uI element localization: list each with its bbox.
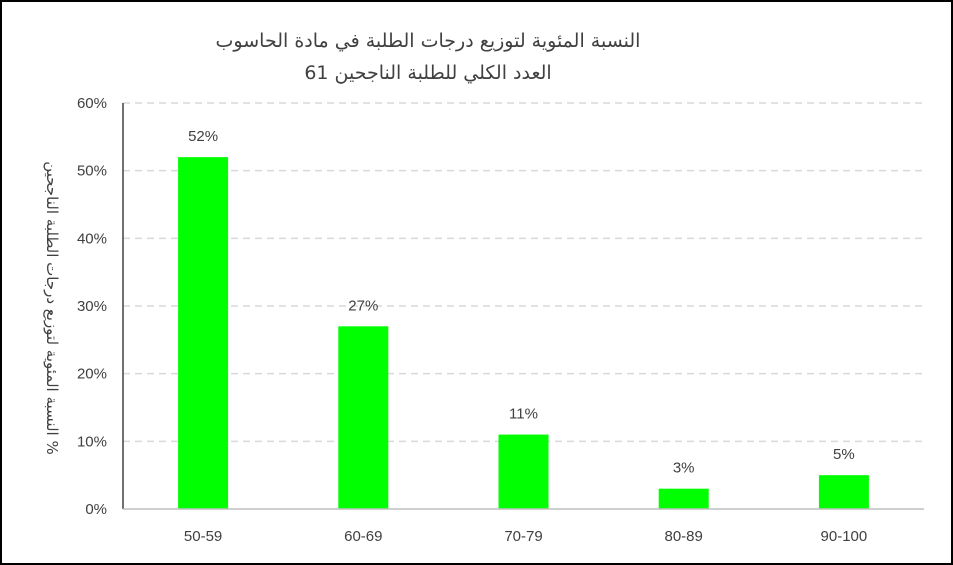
bar [338, 326, 389, 509]
data-label: 52% [188, 128, 218, 145]
x-tick-labels: 50-59 60-69 70-79 80-89 90-100 [184, 528, 867, 545]
bar [818, 475, 869, 509]
y-tick-label: 0% [85, 501, 107, 518]
y-tick-labels: 0% 10% 20% 30% 40% 50% 60% [77, 95, 107, 518]
data-label: 11% [509, 406, 538, 423]
x-tick-label: 60-69 [344, 528, 382, 545]
bar [498, 434, 549, 509]
data-label: 3% [673, 460, 695, 477]
y-tick-label: 50% [77, 163, 107, 180]
bars [178, 157, 869, 509]
x-tick-label: 80-89 [665, 528, 703, 545]
bar [658, 488, 709, 509]
bar [178, 157, 229, 509]
gridlines [123, 102, 924, 443]
data-label: 5% [833, 446, 855, 463]
x-tick-label: 90-100 [821, 528, 868, 545]
x-tick-label: 50-59 [184, 528, 222, 545]
y-tick-label: 20% [77, 366, 107, 383]
y-tick-label: 10% [77, 433, 107, 450]
y-tick-label: 60% [77, 95, 107, 112]
data-labels: 52% 27% 11% 3% 5% [188, 128, 855, 477]
x-tick-label: 70-79 [504, 528, 542, 545]
chart-subtitle: العدد الكلي للطلبة الناجحين 61 [304, 62, 551, 84]
y-axis-label: % النسبة المئوية لتوزيع درجات الطلبة الن… [43, 161, 61, 454]
chart-title: النسبة المئوية لتوزيع درجات الطلبة في ما… [216, 30, 641, 52]
axes [122, 103, 924, 510]
y-tick-label: 30% [77, 298, 107, 315]
y-tick-label: 40% [77, 230, 107, 247]
data-label: 27% [348, 297, 378, 314]
